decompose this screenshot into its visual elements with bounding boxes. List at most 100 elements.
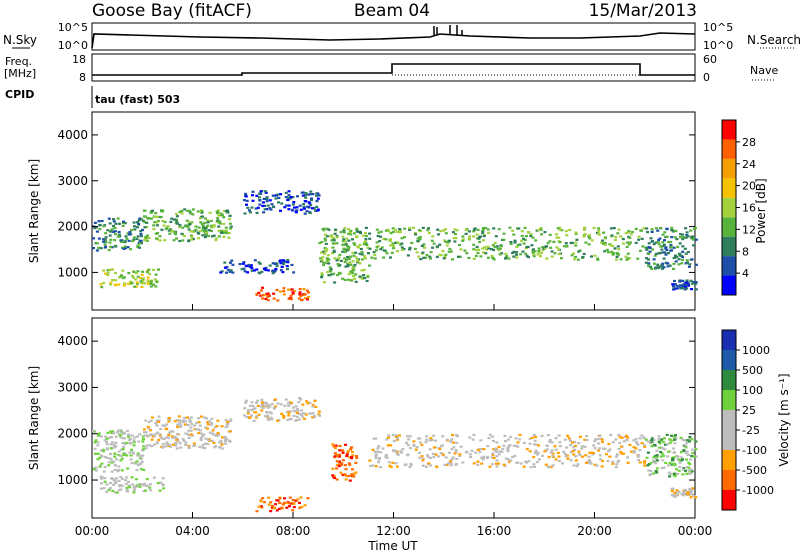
power-echo-cell xyxy=(529,234,533,238)
velocity-echo-cell xyxy=(206,421,210,424)
power-echo-cell xyxy=(611,244,615,248)
power-echo-cell xyxy=(149,285,153,288)
velocity-echo-cell xyxy=(509,459,513,462)
velocity-echo-cell xyxy=(146,425,150,429)
velocity-echo-cell xyxy=(115,491,119,494)
power-echo-cell xyxy=(160,228,164,231)
velocity-echo-cell xyxy=(260,409,264,412)
velocity-echo-cell xyxy=(670,439,674,442)
velocity-echo-cell xyxy=(441,453,445,456)
velocity-echo-cell xyxy=(289,502,293,505)
velocity-echo-cell xyxy=(580,455,584,458)
power-echo-cell xyxy=(277,196,281,199)
velocity-echo-cell xyxy=(644,438,648,441)
velocity-echo-cell xyxy=(429,464,432,467)
power-echo-cell xyxy=(674,255,678,259)
velocity-echo-cell xyxy=(142,484,146,487)
power-echo-cell xyxy=(330,273,334,276)
power-echo-cell xyxy=(141,228,144,232)
power-echo-cell xyxy=(130,229,133,232)
power-ytick-label: 4000 xyxy=(57,128,88,142)
power-echo-cell xyxy=(146,280,150,283)
power-echo-cell xyxy=(295,209,299,212)
power-echo-cell xyxy=(149,282,153,285)
power-echo-cell xyxy=(426,229,430,232)
velocity-echo-cell xyxy=(176,440,180,443)
velocity-echo-cell xyxy=(245,415,249,419)
velocity-echo-cell xyxy=(583,438,587,441)
power-echo-cell xyxy=(442,257,446,260)
power-echo-cell xyxy=(217,214,221,217)
power-echo-cell xyxy=(530,244,534,247)
velocity-echo-cell xyxy=(412,443,416,446)
power-echo-cell xyxy=(309,204,313,207)
velocity-echo-cell xyxy=(506,447,510,450)
velocity-echo-cell xyxy=(217,434,221,437)
power-colorbar-swatch xyxy=(722,120,736,140)
velocity-echo-cell xyxy=(522,441,526,445)
power-echo-cell xyxy=(418,238,422,241)
power-echo-cell xyxy=(341,277,345,280)
power-echo-cell xyxy=(226,268,230,271)
power-echo-cell xyxy=(389,244,393,247)
power-echo-cell xyxy=(347,278,350,281)
velocity-echo-cell xyxy=(432,434,436,437)
power-echo-cell xyxy=(106,273,110,277)
power-echo-cell xyxy=(364,238,368,241)
velocity-echo-cell xyxy=(537,444,541,447)
power-echo-cell xyxy=(614,236,618,239)
power-echo-cell xyxy=(661,245,665,248)
power-echo-cell xyxy=(690,258,694,261)
power-echo-cell xyxy=(224,229,228,232)
velocity-echo-cell xyxy=(661,459,665,462)
velocity-echo-cell xyxy=(157,419,161,422)
power-echo-cell xyxy=(548,240,552,243)
power-echo-cell xyxy=(577,250,581,253)
power-echo-cell xyxy=(182,235,186,238)
velocity-echo-cell xyxy=(445,463,449,466)
power-echo-cell xyxy=(487,231,491,234)
power-echo-cell xyxy=(111,279,115,282)
power-echo-cell xyxy=(194,228,198,231)
velocity-echo-cell xyxy=(492,456,496,460)
power-echo-cell xyxy=(283,206,287,209)
power-echo-cell xyxy=(146,269,149,272)
power-echo-cell xyxy=(542,247,546,250)
power-echo-cell xyxy=(145,234,149,237)
power-echo-cell xyxy=(387,230,391,233)
power-echo-cell xyxy=(284,191,288,194)
velocity-echo-cell xyxy=(632,451,636,454)
velocity-echo-cell xyxy=(267,496,271,499)
velocity-echo-cell xyxy=(432,455,436,459)
velocity-echo-cell xyxy=(649,462,653,465)
power-echo-cell xyxy=(564,242,568,245)
velocity-echo-cell xyxy=(607,442,611,446)
power-echo-cell xyxy=(329,235,333,238)
velocity-echo-cell xyxy=(343,464,347,467)
velocity-echo-cell xyxy=(541,454,544,457)
velocity-echo-cell xyxy=(689,490,693,493)
velocity-echo-cell xyxy=(597,442,601,445)
power-echo-cell xyxy=(486,245,490,248)
power-echo-cell xyxy=(178,225,181,229)
power-echo-cell xyxy=(615,258,619,261)
power-echo-cell xyxy=(227,232,231,235)
velocity-echo-cell xyxy=(615,453,619,456)
velocity-echo-cell xyxy=(554,437,558,440)
power-echo-cell xyxy=(502,238,506,241)
velocity-echo-cell xyxy=(244,399,248,402)
power-echo-cell xyxy=(351,275,355,278)
power-echo-cell xyxy=(668,264,672,267)
power-echo-cell xyxy=(647,262,651,265)
power-echo-cell xyxy=(670,229,674,232)
time-tick-label: 20:00 xyxy=(577,524,612,538)
velocity-echo-cell xyxy=(685,466,689,469)
power-echo-cell xyxy=(672,287,676,290)
velocity-echo-cell xyxy=(391,461,395,464)
power-echo-cell xyxy=(341,243,345,246)
power-echo-cell xyxy=(627,243,631,246)
power-echo-cell xyxy=(263,204,267,207)
power-echo-cell xyxy=(345,258,348,261)
velocity-echo-cell xyxy=(220,447,224,450)
velocity-echo-cell xyxy=(573,444,577,448)
